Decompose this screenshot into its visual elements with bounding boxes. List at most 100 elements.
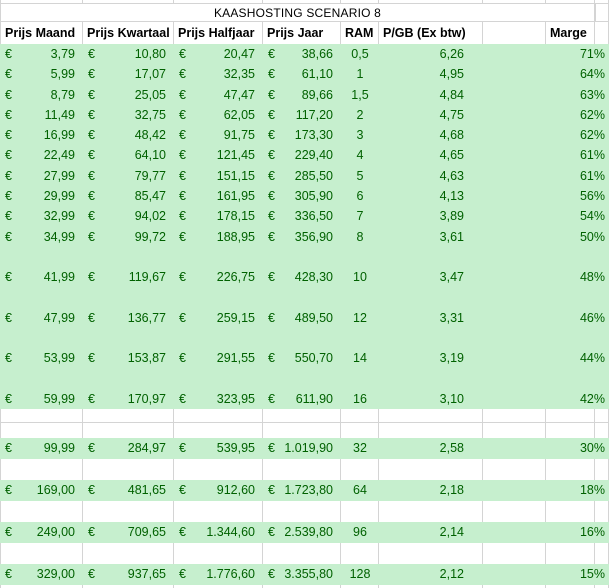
cell-ram[interactable]: 128 bbox=[349, 567, 371, 582]
cell-spacer[interactable] bbox=[483, 44, 546, 64]
cell-ram[interactable]: 2 bbox=[356, 107, 364, 122]
cell-empty[interactable] bbox=[263, 408, 341, 422]
column-header-ram[interactable]: RAM bbox=[341, 22, 379, 44]
cell-ram[interactable]: 10 bbox=[353, 270, 367, 285]
cell-pgb[interactable]: 3,10 bbox=[439, 391, 464, 406]
cell-kwartaal[interactable]: €136,77 bbox=[83, 307, 174, 327]
cell-marge[interactable]: 44% bbox=[579, 351, 605, 366]
cell-empty[interactable] bbox=[595, 328, 609, 348]
cell-empty[interactable] bbox=[595, 458, 609, 480]
cell-maand[interactable]: €3,79 bbox=[0, 44, 83, 64]
cell-marge[interactable]: 48% bbox=[579, 270, 605, 285]
cell-empty[interactable] bbox=[0, 408, 83, 422]
cell-empty[interactable] bbox=[379, 422, 483, 438]
cell-kwartaal[interactable]: €10,80 bbox=[83, 44, 174, 64]
cell-jaar[interactable]: €3.355,80 bbox=[263, 564, 341, 585]
cell-marge[interactable]: 42% bbox=[579, 391, 605, 406]
cell-jaar[interactable]: €611,90 bbox=[263, 389, 341, 409]
cell-jaar[interactable]: €1.019,90 bbox=[263, 438, 341, 459]
cell-empty[interactable] bbox=[379, 328, 483, 348]
cell-kwartaal[interactable]: €85,47 bbox=[83, 186, 174, 206]
cell-empty[interactable] bbox=[546, 328, 595, 348]
cell-empty[interactable] bbox=[483, 542, 546, 564]
cell-empty[interactable] bbox=[595, 368, 609, 388]
cell-empty[interactable] bbox=[595, 422, 609, 438]
cell-empty[interactable] bbox=[483, 328, 546, 348]
cell-spacer[interactable] bbox=[483, 307, 546, 327]
cell-empty[interactable] bbox=[379, 458, 483, 480]
cell-spacer[interactable] bbox=[483, 348, 546, 368]
cell-empty[interactable] bbox=[263, 368, 341, 388]
cell-kwartaal[interactable]: €709,65 bbox=[83, 522, 174, 543]
cell-halfjaar[interactable]: €1.344,60 bbox=[174, 522, 263, 543]
cell-kwartaal[interactable]: €119,67 bbox=[83, 267, 174, 287]
cell-empty[interactable] bbox=[483, 422, 546, 438]
cell-empty[interactable] bbox=[0, 368, 83, 388]
cell-jaar[interactable]: €1.723,80 bbox=[263, 480, 341, 501]
cell-empty[interactable] bbox=[595, 542, 609, 564]
cell-empty[interactable] bbox=[379, 408, 483, 422]
cell-ram[interactable]: 0,5 bbox=[351, 47, 369, 62]
cell-maand[interactable]: €53,99 bbox=[0, 348, 83, 368]
cell-jaar[interactable]: €489,50 bbox=[263, 307, 341, 327]
cell-marge[interactable]: 71% bbox=[579, 47, 605, 62]
cell-maand[interactable]: €16,99 bbox=[0, 125, 83, 145]
cell-ram[interactable]: 14 bbox=[353, 351, 367, 366]
cell-pgb[interactable]: 4,95 bbox=[439, 67, 464, 82]
cell-empty[interactable] bbox=[546, 542, 595, 564]
cell-spacer[interactable] bbox=[483, 85, 546, 105]
cell-ram[interactable]: 1 bbox=[356, 67, 364, 82]
cell-maand[interactable]: €249,00 bbox=[0, 522, 83, 543]
cell-spacer[interactable] bbox=[483, 125, 546, 145]
cell-kwartaal[interactable]: €99,72 bbox=[83, 226, 174, 246]
cell-maand[interactable]: €8,79 bbox=[0, 85, 83, 105]
cell-empty[interactable] bbox=[0, 287, 83, 307]
cell-spacer[interactable] bbox=[483, 226, 546, 246]
cell-empty[interactable] bbox=[263, 422, 341, 438]
cell-maand[interactable]: €5,99 bbox=[0, 64, 83, 84]
cell-empty[interactable] bbox=[0, 500, 83, 522]
column-header-halfjaar[interactable]: Prijs Halfjaar bbox=[174, 22, 263, 44]
cell-halfjaar[interactable]: €161,95 bbox=[174, 186, 263, 206]
cell-kwartaal[interactable]: €284,97 bbox=[83, 438, 174, 459]
cell-pgb[interactable]: 3,47 bbox=[439, 270, 464, 285]
cell-pgb[interactable]: 2,14 bbox=[439, 525, 464, 540]
title-sliver-cell[interactable] bbox=[595, 4, 609, 21]
cell-empty[interactable] bbox=[174, 287, 263, 307]
cell-empty[interactable] bbox=[263, 458, 341, 480]
cell-spacer[interactable] bbox=[483, 522, 546, 543]
cell-empty[interactable] bbox=[379, 500, 483, 522]
cell-empty[interactable] bbox=[83, 287, 174, 307]
cell-maand[interactable]: €29,99 bbox=[0, 186, 83, 206]
cell-jaar[interactable]: €229,40 bbox=[263, 145, 341, 165]
cell-empty[interactable] bbox=[379, 368, 483, 388]
cell-empty[interactable] bbox=[174, 368, 263, 388]
cell-spacer[interactable] bbox=[483, 64, 546, 84]
cell-empty[interactable] bbox=[174, 247, 263, 267]
cell-jaar[interactable]: €61,10 bbox=[263, 64, 341, 84]
cell-maand[interactable]: €169,00 bbox=[0, 480, 83, 501]
cell-ram[interactable]: 4 bbox=[356, 148, 364, 163]
cell-empty[interactable] bbox=[83, 328, 174, 348]
cell-jaar[interactable]: €305,90 bbox=[263, 186, 341, 206]
cell-pgb[interactable]: 4,13 bbox=[439, 188, 464, 203]
cell-empty[interactable] bbox=[0, 458, 83, 480]
cell-marge[interactable]: 61% bbox=[579, 148, 605, 163]
cell-ram[interactable]: 5 bbox=[356, 168, 364, 183]
cell-empty[interactable] bbox=[83, 368, 174, 388]
cell-empty[interactable] bbox=[483, 368, 546, 388]
cell-ram[interactable]: 12 bbox=[353, 310, 367, 325]
cell-pgb[interactable]: 6,26 bbox=[439, 47, 464, 62]
cell-ram[interactable]: 3 bbox=[356, 128, 364, 143]
cell-empty[interactable] bbox=[341, 328, 379, 348]
cell-kwartaal[interactable]: €481,65 bbox=[83, 480, 174, 501]
cell-empty[interactable] bbox=[595, 408, 609, 422]
cell-empty[interactable] bbox=[174, 422, 263, 438]
cell-empty[interactable] bbox=[546, 422, 595, 438]
cell-ram[interactable]: 6 bbox=[356, 188, 364, 203]
cell-pgb[interactable]: 4,65 bbox=[439, 148, 464, 163]
cell-empty[interactable] bbox=[174, 458, 263, 480]
cell-empty[interactable] bbox=[546, 287, 595, 307]
cell-halfjaar[interactable]: €291,55 bbox=[174, 348, 263, 368]
cell-empty[interactable] bbox=[483, 287, 546, 307]
